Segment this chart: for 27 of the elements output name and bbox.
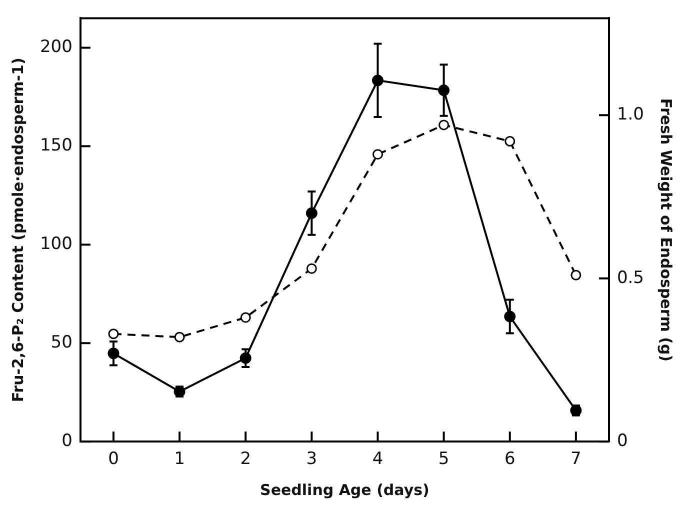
point bbox=[438, 120, 450, 130]
x-tick-label: 6 bbox=[504, 449, 516, 470]
y-tick-label: 50 bbox=[50, 332, 72, 353]
y2-tick-label: 0.5 bbox=[616, 268, 644, 288]
x-tick-label: 5 bbox=[438, 449, 450, 470]
y-tick-label: 100 bbox=[40, 234, 72, 254]
y-tick-label: 200 bbox=[40, 37, 72, 58]
y-axis-title: Fru-2,6-P₂ Content (pmole·endosperm-1) bbox=[8, 58, 27, 402]
point bbox=[372, 149, 383, 160]
point bbox=[174, 332, 185, 342]
y-tick-label: 150 bbox=[40, 136, 72, 156]
x-tick-label: 7 bbox=[570, 449, 582, 470]
x-tick-label: 4 bbox=[372, 449, 384, 470]
x-tick-label: 0 bbox=[108, 449, 119, 470]
y2-tick-label: 1.0 bbox=[616, 104, 644, 125]
x-tick-label: 2 bbox=[240, 449, 252, 470]
point bbox=[108, 328, 119, 340]
y-tick-label: 0 bbox=[62, 431, 72, 452]
y2-tick-label: 0 bbox=[616, 431, 628, 452]
x-tick-label: 3 bbox=[306, 449, 318, 470]
x-tick-label: 1 bbox=[174, 449, 185, 470]
point bbox=[240, 312, 251, 323]
point bbox=[306, 263, 317, 274]
point bbox=[504, 136, 516, 147]
point bbox=[570, 270, 582, 280]
x-axis-title: Seedling Age (days) bbox=[260, 480, 430, 499]
y2-axis-title: Fresh Weight of Endosperm (g) bbox=[657, 98, 676, 362]
